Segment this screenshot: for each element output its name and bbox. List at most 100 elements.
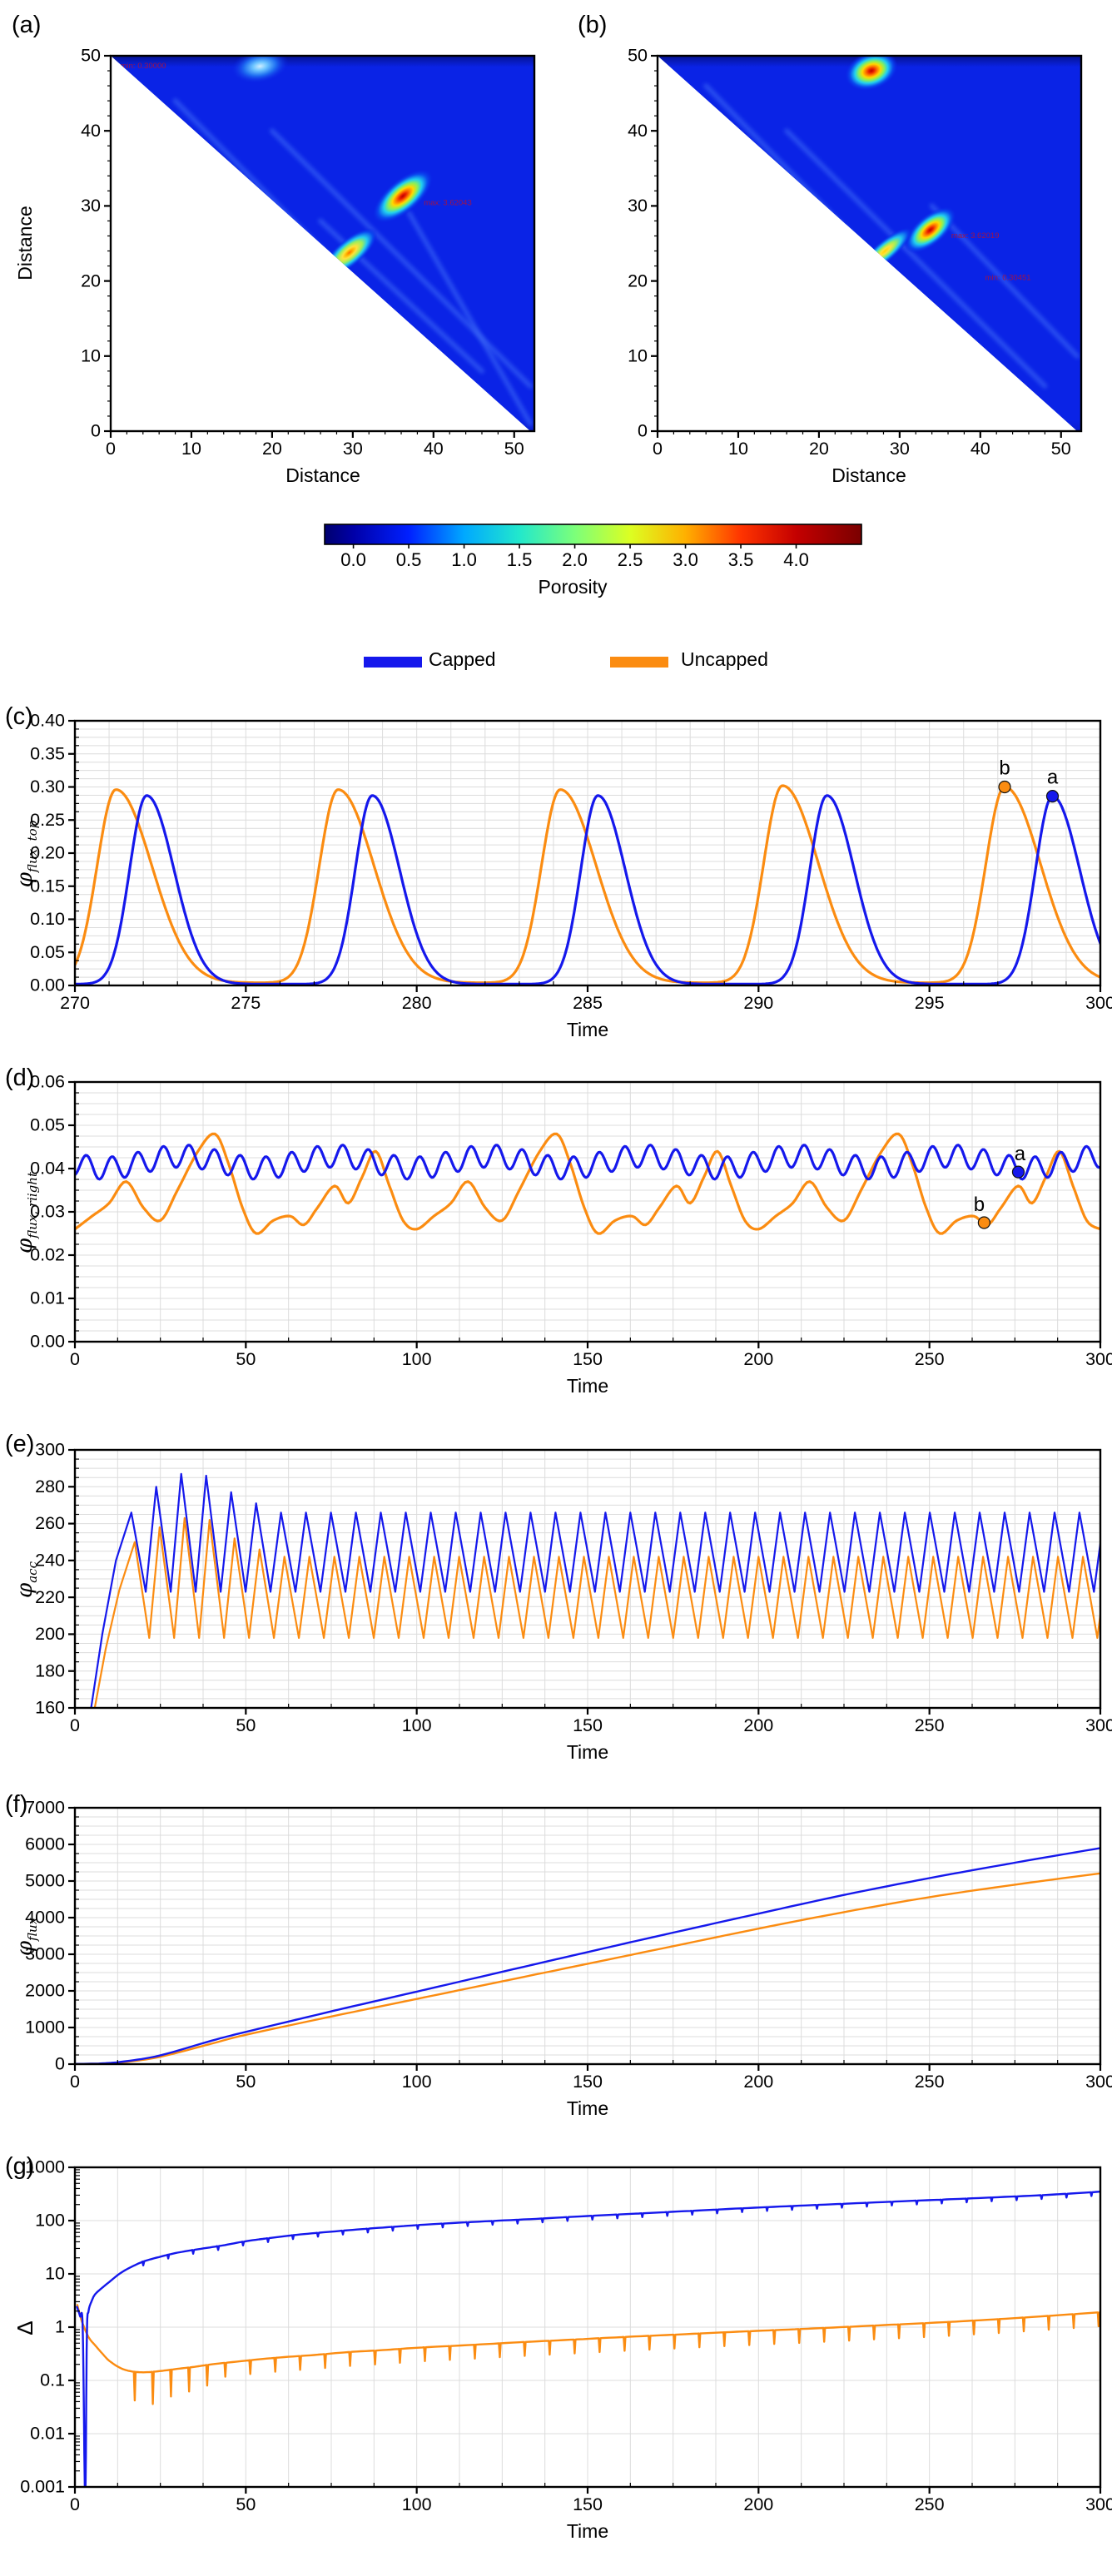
svg-text:0.15: 0.15 bbox=[30, 876, 65, 896]
svg-text:6000: 6000 bbox=[25, 1834, 65, 1854]
x-axis-label-d: Time bbox=[566, 1375, 609, 1397]
x-axis-label-f: Time bbox=[566, 2097, 609, 2119]
svg-text:300: 300 bbox=[1085, 993, 1112, 1013]
x-axis-label-e: Time bbox=[566, 1741, 609, 1763]
colorbar-title: Porosity bbox=[538, 576, 608, 598]
svg-text:200: 200 bbox=[743, 1349, 773, 1369]
svg-text:min: 0.30451: min: 0.30451 bbox=[985, 274, 1031, 283]
svg-text:0.10: 0.10 bbox=[30, 909, 65, 929]
svg-text:b: b bbox=[999, 757, 1010, 780]
svg-text:100: 100 bbox=[402, 1349, 432, 1369]
svg-text:180: 180 bbox=[35, 1660, 65, 1680]
svg-text:0.35: 0.35 bbox=[30, 743, 65, 763]
svg-text:0.06: 0.06 bbox=[30, 1072, 65, 1092]
svg-text:20: 20 bbox=[628, 271, 648, 290]
svg-text:0.00: 0.00 bbox=[30, 1332, 65, 1352]
svg-text:40: 40 bbox=[81, 121, 101, 141]
svg-text:20: 20 bbox=[262, 439, 282, 459]
panel-letter-d: (d) bbox=[5, 1065, 35, 1091]
svg-text:0.001: 0.001 bbox=[20, 2477, 65, 2497]
y-axis-label-f: φflux bbox=[12, 1917, 41, 1957]
svg-text:0.5: 0.5 bbox=[396, 549, 422, 570]
svg-text:0: 0 bbox=[70, 2494, 80, 2514]
svg-text:50: 50 bbox=[628, 46, 648, 66]
svg-text:4.0: 4.0 bbox=[783, 549, 809, 570]
svg-text:0.03: 0.03 bbox=[30, 1202, 65, 1222]
svg-text:260: 260 bbox=[35, 1513, 65, 1533]
legend-swatch-uncapped bbox=[610, 657, 668, 668]
svg-text:1000: 1000 bbox=[25, 2018, 65, 2037]
svg-text:a: a bbox=[1047, 767, 1059, 789]
svg-text:100: 100 bbox=[402, 1715, 432, 1735]
svg-text:b: b bbox=[974, 1194, 985, 1216]
y-axis-label-d: φflux, riight bbox=[12, 1172, 41, 1253]
svg-text:50: 50 bbox=[504, 439, 524, 459]
svg-text:0.04: 0.04 bbox=[30, 1159, 65, 1179]
svg-text:10: 10 bbox=[81, 345, 101, 365]
svg-text:50: 50 bbox=[236, 1349, 256, 1369]
svg-text:200: 200 bbox=[743, 2072, 773, 2092]
legend-swatch-capped bbox=[364, 657, 422, 668]
svg-text:150: 150 bbox=[573, 2072, 603, 2092]
svg-text:0: 0 bbox=[106, 439, 116, 459]
svg-text:30: 30 bbox=[81, 196, 101, 216]
svg-text:max: 3.62019: max: 3.62019 bbox=[951, 231, 1000, 241]
svg-text:0: 0 bbox=[70, 1349, 80, 1369]
svg-text:10: 10 bbox=[45, 2264, 65, 2284]
svg-text:285: 285 bbox=[573, 993, 603, 1013]
svg-text:40: 40 bbox=[971, 439, 990, 459]
svg-text:0.40: 0.40 bbox=[30, 711, 65, 731]
svg-text:3.0: 3.0 bbox=[673, 549, 698, 570]
svg-text:50: 50 bbox=[236, 1715, 256, 1735]
svg-text:270: 270 bbox=[60, 993, 90, 1013]
svg-text:200: 200 bbox=[35, 1624, 65, 1644]
svg-text:300: 300 bbox=[1085, 1349, 1112, 1369]
svg-text:150: 150 bbox=[573, 2494, 603, 2514]
svg-text:295: 295 bbox=[915, 993, 945, 1013]
svg-text:0.01: 0.01 bbox=[30, 1288, 65, 1308]
svg-text:4000: 4000 bbox=[25, 1908, 65, 1928]
svg-text:0.02: 0.02 bbox=[30, 1245, 65, 1265]
y-axis-label-a: Distance bbox=[14, 206, 36, 280]
svg-text:290: 290 bbox=[743, 993, 773, 1013]
legend-label-capped: Capped bbox=[429, 648, 496, 670]
svg-text:10: 10 bbox=[728, 439, 748, 459]
svg-text:20: 20 bbox=[809, 439, 829, 459]
x-axis-label-c: Time bbox=[566, 1019, 609, 1040]
svg-text:7000: 7000 bbox=[25, 1798, 65, 1818]
svg-text:250: 250 bbox=[915, 1349, 945, 1369]
svg-text:0: 0 bbox=[653, 439, 663, 459]
svg-text:0: 0 bbox=[70, 1715, 80, 1735]
x-axis-label-b: Distance bbox=[832, 464, 906, 486]
svg-text:150: 150 bbox=[573, 1715, 603, 1735]
svg-text:50: 50 bbox=[236, 2072, 256, 2092]
svg-text:1: 1 bbox=[55, 2317, 65, 2337]
svg-text:a: a bbox=[1015, 1143, 1026, 1165]
svg-text:160: 160 bbox=[35, 1698, 65, 1718]
svg-text:2000: 2000 bbox=[25, 1981, 65, 2001]
panel-letter-e: (e) bbox=[5, 1431, 35, 1457]
svg-text:30: 30 bbox=[628, 196, 648, 216]
svg-text:0: 0 bbox=[55, 2054, 65, 2074]
svg-text:10: 10 bbox=[628, 345, 648, 365]
svg-text:10: 10 bbox=[181, 439, 201, 459]
svg-text:250: 250 bbox=[915, 2494, 945, 2514]
panel-letter-b: (b) bbox=[578, 12, 608, 38]
svg-text:0: 0 bbox=[70, 2072, 80, 2092]
svg-text:275: 275 bbox=[231, 993, 261, 1013]
y-axis-label-g: Δ bbox=[12, 2320, 37, 2335]
svg-text:0.30: 0.30 bbox=[30, 777, 65, 797]
svg-text:0: 0 bbox=[638, 421, 648, 441]
svg-text:min: 0.30000: min: 0.30000 bbox=[121, 62, 166, 71]
svg-text:250: 250 bbox=[915, 2072, 945, 2092]
svg-text:100: 100 bbox=[402, 2072, 432, 2092]
svg-text:0.20: 0.20 bbox=[30, 843, 65, 863]
svg-text:3.5: 3.5 bbox=[728, 549, 754, 570]
panel-letter-f: (f) bbox=[5, 1791, 28, 1818]
svg-text:0.00: 0.00 bbox=[30, 975, 65, 995]
svg-text:300: 300 bbox=[1085, 2494, 1112, 2514]
svg-text:20: 20 bbox=[81, 271, 101, 290]
panel-letter-g: (g) bbox=[5, 2153, 35, 2180]
svg-text:2.0: 2.0 bbox=[562, 549, 588, 570]
